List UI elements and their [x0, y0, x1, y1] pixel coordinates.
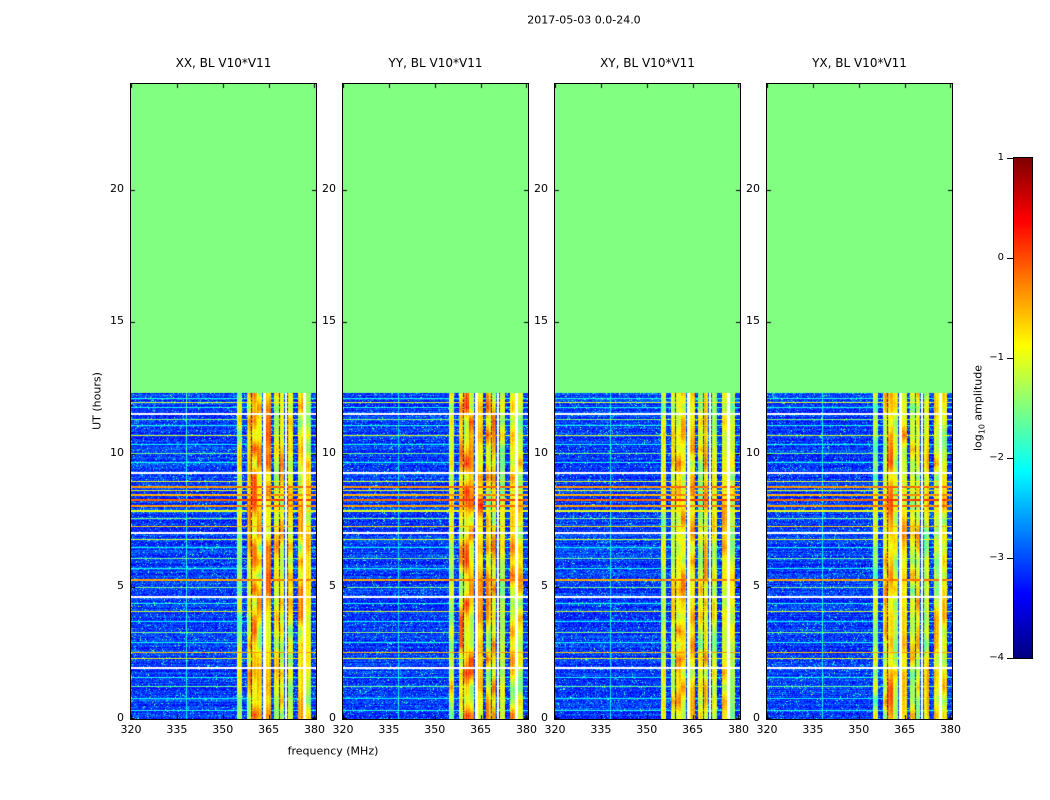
- x-axis-label: frequency (MHz): [287, 744, 379, 758]
- colorbar-tick-mark: [1007, 158, 1013, 159]
- colorbar-label: log10 amplitude: [971, 365, 986, 451]
- tick-label: 10: [746, 446, 760, 460]
- panel-title-xy: XY, BL V10*V11: [600, 56, 695, 70]
- panel-yx: [766, 83, 953, 720]
- y-axis-label: UT (hours): [90, 372, 104, 430]
- tick-label: 10: [322, 446, 336, 460]
- colorbar-canvas: [1014, 158, 1032, 658]
- panel-title-yx: YX, BL V10*V11: [812, 56, 907, 70]
- tick-label: 350: [848, 723, 870, 736]
- tick-label: 15: [534, 314, 548, 328]
- colorbar-tick-label: −1: [989, 352, 1004, 363]
- tick-label: 0: [753, 711, 760, 724]
- tick-label: 20: [746, 181, 760, 195]
- tick-label: 320: [120, 723, 142, 736]
- colorbar-tick-mark: [1007, 558, 1013, 559]
- spectrogram-yy-canvas: [343, 84, 528, 719]
- spectrogram-yx-canvas: [767, 84, 952, 719]
- tick-label: 350: [212, 723, 234, 736]
- tick-label: 20: [110, 181, 124, 195]
- colorbar-tick-label: −2: [989, 452, 1004, 463]
- colorbar-tick-mark: [1007, 358, 1013, 359]
- tick-label: 15: [110, 314, 124, 328]
- tick-label: 320: [756, 723, 778, 736]
- tick-label: 380: [303, 723, 325, 736]
- tick-label: 5: [753, 578, 760, 592]
- panel-title-yy: YY, BL V10*V11: [388, 56, 483, 70]
- panel-xx: [130, 83, 317, 720]
- tick-label: 335: [166, 723, 188, 736]
- panel-title-xx: XX, BL V10*V11: [175, 56, 272, 70]
- tick-label: 10: [534, 446, 548, 460]
- colorbar-tick-label: 0: [997, 252, 1004, 263]
- tick-label: 0: [117, 711, 124, 724]
- figure-title: 2017-05-03 0.0-24.0: [527, 13, 641, 27]
- tick-label: 20: [534, 181, 548, 195]
- tick-label: 5: [117, 578, 124, 592]
- tick-label: 380: [939, 723, 961, 736]
- tick-label: 350: [424, 723, 446, 736]
- colorbar-label-suffix: amplitude: [971, 364, 985, 425]
- colorbar-tick-label: −3: [989, 552, 1004, 563]
- tick-label: 365: [470, 723, 492, 736]
- tick-label: 320: [544, 723, 566, 736]
- spectrogram-xy-canvas: [555, 84, 740, 719]
- colorbar: [1013, 157, 1033, 659]
- tick-label: 365: [894, 723, 916, 736]
- panel-xy: [554, 83, 741, 720]
- colorbar-label-prefix: log: [971, 434, 985, 452]
- tick-label: 380: [727, 723, 749, 736]
- tick-label: 20: [322, 181, 336, 195]
- tick-label: 365: [682, 723, 704, 736]
- colorbar-tick-label: 1: [997, 152, 1004, 163]
- tick-label: 335: [802, 723, 824, 736]
- tick-label: 15: [746, 314, 760, 328]
- tick-label: 5: [329, 578, 336, 592]
- colorbar-tick-mark: [1007, 658, 1013, 659]
- tick-label: 15: [322, 314, 336, 328]
- colorbar-tick-mark: [1007, 258, 1013, 259]
- tick-label: 335: [378, 723, 400, 736]
- tick-label: 380: [515, 723, 537, 736]
- tick-label: 5: [541, 578, 548, 592]
- panel-yy: [342, 83, 529, 720]
- tick-label: 0: [541, 711, 548, 724]
- colorbar-label-sub: 10: [977, 424, 987, 435]
- colorbar-tick-label: −4: [989, 652, 1004, 663]
- colorbar-tick-mark: [1007, 458, 1013, 459]
- tick-label: 0: [329, 711, 336, 724]
- tick-label: 320: [332, 723, 354, 736]
- tick-label: 335: [590, 723, 612, 736]
- spectrogram-xx-canvas: [131, 84, 316, 719]
- tick-label: 10: [110, 446, 124, 460]
- tick-label: 350: [636, 723, 658, 736]
- tick-label: 365: [258, 723, 280, 736]
